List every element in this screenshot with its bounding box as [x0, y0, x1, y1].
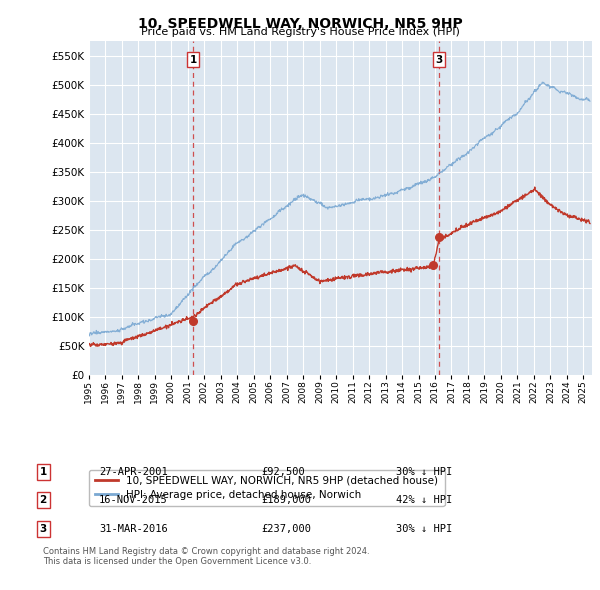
Text: 42% ↓ HPI: 42% ↓ HPI — [396, 496, 452, 505]
Text: 16-NOV-2015: 16-NOV-2015 — [99, 496, 168, 505]
Text: 1: 1 — [190, 55, 197, 65]
Legend: 10, SPEEDWELL WAY, NORWICH, NR5 9HP (detached house), HPI: Average price, detach: 10, SPEEDWELL WAY, NORWICH, NR5 9HP (det… — [89, 470, 445, 506]
Text: Contains HM Land Registry data © Crown copyright and database right 2024.: Contains HM Land Registry data © Crown c… — [43, 547, 370, 556]
Text: 3: 3 — [40, 524, 47, 533]
Text: £189,000: £189,000 — [261, 496, 311, 505]
Text: £237,000: £237,000 — [261, 524, 311, 533]
Text: 1: 1 — [40, 467, 47, 477]
Text: 10, SPEEDWELL WAY, NORWICH, NR5 9HP: 10, SPEEDWELL WAY, NORWICH, NR5 9HP — [137, 17, 463, 31]
Text: 31-MAR-2016: 31-MAR-2016 — [99, 524, 168, 533]
Text: 3: 3 — [436, 55, 443, 65]
Text: 30% ↓ HPI: 30% ↓ HPI — [396, 524, 452, 533]
Text: 27-APR-2001: 27-APR-2001 — [99, 467, 168, 477]
Text: 30% ↓ HPI: 30% ↓ HPI — [396, 467, 452, 477]
Text: 2: 2 — [40, 496, 47, 505]
Text: Price paid vs. HM Land Registry's House Price Index (HPI): Price paid vs. HM Land Registry's House … — [140, 27, 460, 37]
Text: £92,500: £92,500 — [261, 467, 305, 477]
Text: This data is licensed under the Open Government Licence v3.0.: This data is licensed under the Open Gov… — [43, 558, 311, 566]
